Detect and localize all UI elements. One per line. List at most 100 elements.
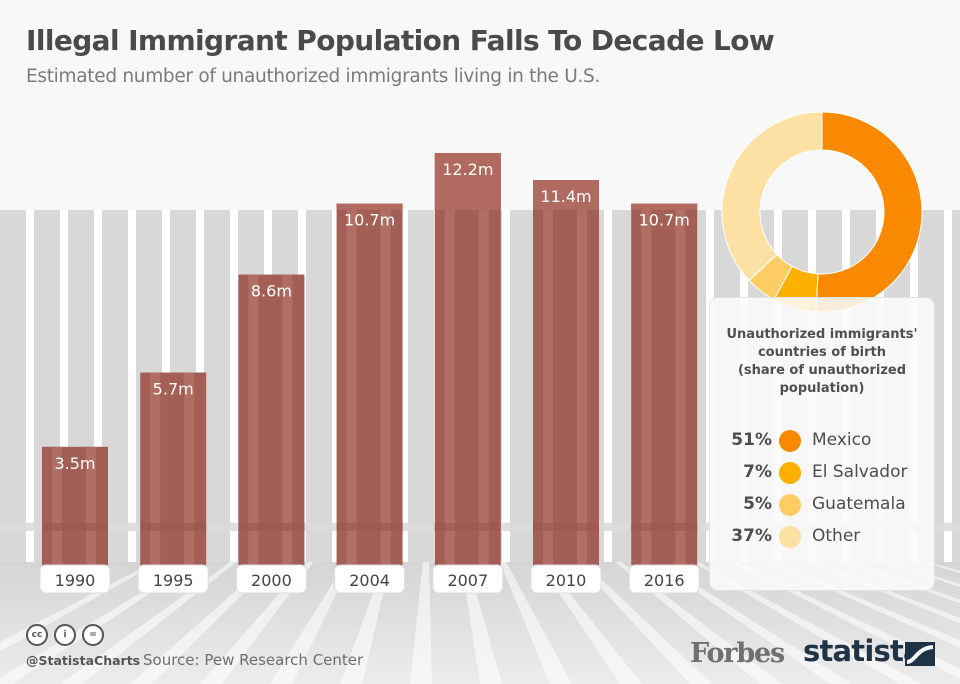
legend-title-line: (share of unauthorized xyxy=(737,363,907,378)
category-label-box xyxy=(530,564,602,594)
bar-stripe xyxy=(346,210,357,565)
fence-gap xyxy=(128,531,136,562)
chart-title: Illegal Immigrant Population Falls To De… xyxy=(26,24,775,57)
bar-group: 10.7m 2016 xyxy=(628,203,700,594)
category-label: 2007 xyxy=(447,571,488,590)
category-label-box xyxy=(628,564,700,594)
category-label-box xyxy=(235,564,307,594)
category-label-box xyxy=(137,564,209,594)
bar-group: 10.7m 2004 xyxy=(334,203,406,594)
bar-rail xyxy=(140,523,207,531)
fence-gap xyxy=(332,531,340,562)
legend-value: 37% xyxy=(731,526,772,546)
bar-top-cap xyxy=(533,180,599,210)
license-icons: cc i = xyxy=(26,624,104,646)
legend-swatch-dot xyxy=(779,430,801,452)
fence-gap xyxy=(502,210,510,522)
attribution-icon: i xyxy=(54,624,76,646)
bar-rail xyxy=(336,523,403,531)
floor-stripe xyxy=(841,560,960,604)
legend-value: 7% xyxy=(743,462,772,482)
legend-label: Mexico xyxy=(812,430,872,450)
fence-gap xyxy=(230,531,238,562)
source-note: Source: Pew Research Center xyxy=(143,651,364,669)
category-label-box xyxy=(334,564,406,594)
bar-group: 11.4m 2010 xyxy=(530,180,602,594)
fence-gap xyxy=(400,210,408,522)
fence-gap xyxy=(604,210,612,522)
fence-gap xyxy=(604,531,612,562)
legend-label: El Salvador xyxy=(812,462,908,482)
donut-legend-title: Unauthorized immigrants' countries of bi… xyxy=(710,326,934,398)
fence-gap xyxy=(94,210,102,522)
legend-swatch-dot xyxy=(779,526,801,548)
bar xyxy=(238,274,305,565)
legend-item-mexico: 51% Mexico xyxy=(710,428,934,454)
category-label: 1990 xyxy=(55,571,96,590)
legend-title-line: population) xyxy=(779,381,865,396)
bar-stripe xyxy=(52,446,62,565)
floor-stripe xyxy=(499,560,572,684)
legend-value: 5% xyxy=(743,494,772,514)
statista-logo-icon xyxy=(905,642,935,666)
bar xyxy=(631,203,698,565)
bar-top-cap xyxy=(434,153,501,210)
bar-stripe xyxy=(478,210,489,565)
bar-value-label: 8.6m xyxy=(251,282,292,301)
fence-gap xyxy=(502,531,510,562)
bar-value-label: 5.7m xyxy=(153,380,194,399)
bar-rail xyxy=(631,523,698,531)
bar-stripe xyxy=(248,274,259,565)
cc-icon: cc xyxy=(26,624,48,646)
bar-stripe xyxy=(641,210,652,565)
bar-value-label: 10.7m xyxy=(344,211,395,230)
floor-stripe xyxy=(689,560,922,684)
bar-group: 8.6m 2000 xyxy=(235,274,307,594)
bar-stripe xyxy=(543,210,553,565)
fence-gap xyxy=(332,210,340,522)
fence-gap xyxy=(196,210,204,522)
legend-value: 51% xyxy=(731,430,772,450)
bar-stripe xyxy=(86,446,96,565)
bar-value-label: 12.2m xyxy=(442,160,493,179)
bar-group: 12.2m 2007 xyxy=(432,153,504,594)
legend-label: Other xyxy=(812,526,861,546)
bar-stripe xyxy=(380,210,391,565)
floor-stripe xyxy=(270,560,353,684)
donut-legend-panel: Unauthorized immigrants' countries of bi… xyxy=(710,298,934,590)
fence-gap xyxy=(26,210,34,522)
bar-stripe xyxy=(282,274,293,565)
bar-rail xyxy=(533,523,599,531)
category-label: 2016 xyxy=(644,571,685,590)
bar-stripe xyxy=(444,210,455,565)
bar-stripe xyxy=(675,210,686,565)
fence-gap xyxy=(128,210,136,522)
legend-title-line: Unauthorized immigrants' xyxy=(726,327,918,342)
category-label-box xyxy=(39,564,111,594)
bar-group: 3.5m 1990 xyxy=(39,446,111,594)
fence-gap xyxy=(944,210,952,522)
legend-title-line: countries of birth xyxy=(757,345,887,360)
no-derivatives-icon: = xyxy=(82,624,104,646)
category-label: 1995 xyxy=(153,571,194,590)
forbes-logo: Forbes xyxy=(690,638,785,669)
bar-top-cap xyxy=(336,203,403,210)
bar xyxy=(140,372,207,565)
floor-stripe xyxy=(410,560,432,684)
legend-swatch-dot xyxy=(779,462,801,484)
bar-value-label: 10.7m xyxy=(639,211,690,230)
floor-stripe xyxy=(651,560,852,684)
bar-rail xyxy=(42,523,108,531)
legend-item-el-salvador: 7% El Salvador xyxy=(710,460,934,486)
fence-gap xyxy=(230,210,238,522)
fence-gap xyxy=(400,531,408,562)
category-label: 2004 xyxy=(349,571,390,590)
fence-post xyxy=(204,210,230,562)
fence-post xyxy=(306,210,332,562)
bar-rail xyxy=(434,523,501,531)
fence-post xyxy=(0,210,26,562)
fence-gap xyxy=(26,531,34,562)
legend-label: Guatemala xyxy=(812,494,906,514)
bar-stripe xyxy=(577,210,587,565)
